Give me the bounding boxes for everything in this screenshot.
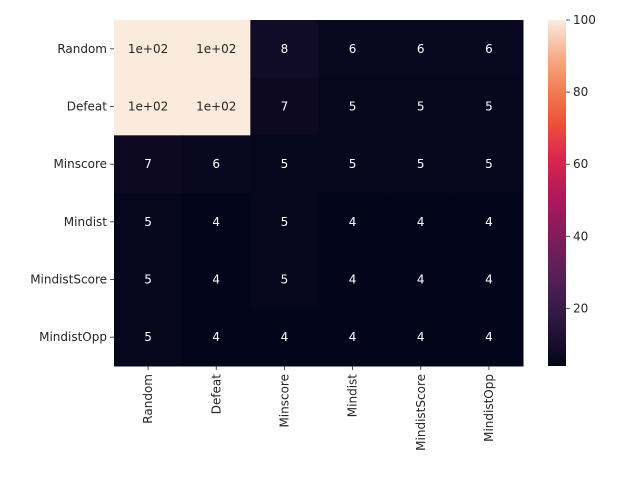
cell-annotation: 4 [485, 215, 493, 229]
cell-annotation: 5 [144, 215, 152, 229]
heatmap-cell [182, 308, 251, 367]
heatmap-cell [454, 193, 524, 252]
heatmap-cell [386, 250, 456, 309]
cell-annotation: 6 [212, 157, 220, 171]
cell-annotation: 4 [485, 273, 493, 287]
heatmap-cell [386, 77, 456, 136]
cell-annotation: 4 [212, 215, 220, 229]
heatmap-cell [250, 77, 319, 136]
y-tick-label: Random [57, 42, 107, 56]
cell-annotation: 4 [417, 330, 425, 344]
colorbar-tick-label: 60 [573, 157, 588, 171]
y-axis: Random Defeat Minscore Mindist MindistScore M… [30, 42, 114, 344]
heatmap-cell [318, 250, 388, 309]
heatmap-cell [114, 77, 183, 136]
cell-annotation: 5 [349, 100, 357, 114]
heatmap-cell [250, 308, 319, 367]
cell-annotation: 7 [281, 100, 289, 114]
heatmap-cell [182, 135, 251, 194]
cell-annotation: 5 [349, 157, 357, 171]
x-axis: Random Defeat Minscore Mindist MindistScore M… [141, 366, 496, 451]
y-tick-label: Defeat [67, 100, 108, 114]
cell-annotation: 4 [349, 215, 357, 229]
x-tick-label: Minscore [277, 374, 291, 428]
heatmap-cells: 1e+02 1e+02 8 6 6 6 1e+02 1e+02 7 5 5 5 7 6 5 5 5 5 5 4 5 4 4 4… [114, 20, 524, 367]
heatmap-cell [114, 20, 183, 79]
heatmap-cell [318, 135, 388, 194]
heatmap-cell [454, 135, 524, 194]
x-tick-label: Defeat [209, 374, 223, 415]
heatmap-cell [114, 250, 183, 309]
heatmap-cell [318, 20, 388, 79]
heatmap-cell [182, 20, 251, 79]
x-tick-label: Random [141, 374, 155, 424]
cell-annotation: 1e+02 [128, 100, 168, 114]
colorbar-tick-label: 20 [573, 301, 588, 315]
heatmap-cell [182, 250, 251, 309]
cell-annotation: 5 [144, 330, 152, 344]
cell-annotation: 7 [144, 157, 152, 171]
heatmap-cell [386, 308, 456, 367]
cell-annotation: 4 [212, 330, 220, 344]
y-tick-label: Minscore [53, 157, 107, 171]
cell-annotation: 1e+02 [128, 42, 168, 56]
heatmap-cell [454, 77, 524, 136]
cell-annotation: 4 [212, 273, 220, 287]
colorbar-gradient [548, 20, 566, 366]
x-tick-label: MindistOpp [482, 374, 496, 442]
cell-annotation: 5 [485, 100, 493, 114]
cell-annotation: 6 [417, 42, 425, 56]
cell-annotation: 4 [349, 273, 357, 287]
heatmap-cell [386, 20, 456, 79]
heatmap-cell [386, 193, 456, 252]
heatmap-cell [386, 135, 456, 194]
heatmap-cell [318, 193, 388, 252]
y-tick-label: MindistOpp [39, 330, 107, 344]
colorbar-tick-label: 40 [573, 229, 588, 243]
heatmap-cell [182, 193, 251, 252]
cell-annotation: 5 [281, 215, 289, 229]
heatmap-cell [250, 135, 319, 194]
heatmap-cell [318, 308, 388, 367]
heatmap-cell [318, 77, 388, 136]
cell-annotation: 6 [349, 42, 357, 56]
colorbar-tick-label: 80 [573, 85, 588, 99]
x-tick-label: Mindist [346, 374, 360, 417]
heatmap-cell [250, 193, 319, 252]
heatmap-cell [454, 308, 524, 367]
cell-annotation: 5 [281, 157, 289, 171]
x-tick-label: MindistScore [414, 374, 428, 451]
cell-annotation: 5 [485, 157, 493, 171]
heatmap-cell [114, 193, 183, 252]
cell-annotation: 5 [417, 157, 425, 171]
heatmap-cell [454, 250, 524, 309]
heatmap-cell [114, 308, 183, 367]
cell-annotation: 1e+02 [196, 42, 236, 56]
colorbar: 20 40 60 80 100 [548, 13, 596, 366]
cell-annotation: 4 [485, 330, 493, 344]
heatmap-cell [250, 250, 319, 309]
y-tick-label: Mindist [64, 215, 107, 229]
cell-annotation: 4 [417, 273, 425, 287]
cell-annotation: 8 [281, 42, 289, 56]
heatmap-cell [454, 20, 524, 79]
cell-annotation: 6 [485, 42, 493, 56]
cell-annotation: 5 [417, 100, 425, 114]
y-tick-label: MindistScore [30, 273, 107, 287]
heatmap-cell [250, 20, 319, 79]
cell-annotation: 5 [281, 273, 289, 287]
colorbar-tick-label: 100 [573, 13, 596, 27]
heatmap-cell [182, 77, 251, 136]
cell-annotation: 4 [349, 330, 357, 344]
heatmap-cell [114, 135, 183, 194]
cell-annotation: 1e+02 [196, 100, 236, 114]
cell-annotation: 4 [281, 330, 289, 344]
cell-annotation: 4 [417, 215, 425, 229]
cell-annotation: 5 [144, 273, 152, 287]
